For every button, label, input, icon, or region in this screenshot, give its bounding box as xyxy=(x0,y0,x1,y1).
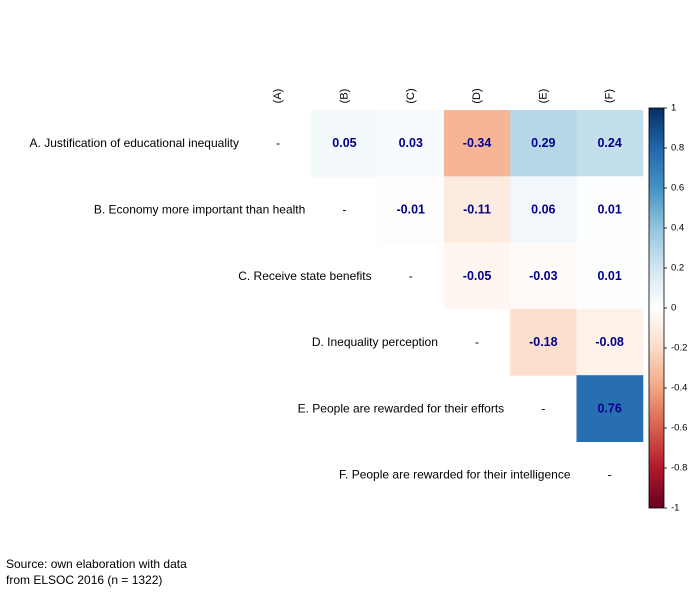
colorbar-tick-label: -0.4 xyxy=(671,383,687,394)
heatmap-cell xyxy=(510,308,577,376)
heatmap-cell xyxy=(510,176,577,244)
cell-value-label: -0.03 xyxy=(529,269,558,283)
colorbar-tick-label: 0.6 xyxy=(671,183,684,194)
heatmap-cell xyxy=(576,110,644,177)
heatmap-cell xyxy=(443,242,511,310)
heatmap-cell xyxy=(377,110,445,177)
colorbar-tick-label: 1 xyxy=(671,103,676,114)
diagonal-label: - xyxy=(541,401,545,415)
colorbar-tick-label: 0.2 xyxy=(671,263,684,274)
row-label: D. Inequality perception xyxy=(312,335,438,349)
heatmap-cell xyxy=(443,176,511,244)
cell-value-label: -0.11 xyxy=(463,202,491,216)
heatmap-cell xyxy=(576,176,644,244)
cell-value-label: -0.08 xyxy=(595,335,624,349)
colorbar-tick-label: -0.8 xyxy=(671,463,687,474)
heatmap-cell xyxy=(510,242,577,310)
colorbar-tick-label: 0.8 xyxy=(671,143,684,154)
cell-value-label: 0.03 xyxy=(399,136,423,150)
colorbar-tick-label: 0.4 xyxy=(671,223,684,234)
diagonal-label: - xyxy=(409,269,413,283)
diagonal-label: - xyxy=(475,335,479,349)
source-line-2: from ELSOC 2016 (n = 1322) xyxy=(6,573,163,587)
cell-value-label: -0.34 xyxy=(463,136,492,150)
column-label: (E) xyxy=(537,89,549,104)
colorbar xyxy=(648,107,665,509)
column-label: (A) xyxy=(272,89,284,104)
cell-value-label: 0.76 xyxy=(597,401,621,415)
row-label: F. People are rewarded for their intelli… xyxy=(339,468,571,482)
source-note: Source: own elaboration with data from E… xyxy=(6,556,187,588)
cell-value-label: 0.05 xyxy=(332,136,356,150)
heatmap-cell xyxy=(576,375,644,442)
colorbar-tick-label: 0 xyxy=(671,303,676,314)
cell-value-label: -0.05 xyxy=(463,269,492,283)
diagonal-label: - xyxy=(342,202,346,216)
cell-value-label: 0.06 xyxy=(531,202,555,216)
cell-value-label: 0.01 xyxy=(597,202,621,216)
colorbar-tick-label: -1 xyxy=(671,503,679,514)
cell-value-label: 0.01 xyxy=(597,269,621,283)
column-label: (B) xyxy=(338,89,350,104)
cell-value-label: 0.29 xyxy=(531,136,555,150)
heatmap-cell xyxy=(443,110,511,177)
cell-value-label: 0.24 xyxy=(597,136,621,150)
source-line-1: Source: own elaboration with data xyxy=(6,557,187,571)
row-label: A. Justification of educational inequali… xyxy=(30,136,239,150)
heatmap-cell xyxy=(576,308,644,376)
row-label: E. People are rewarded for their efforts xyxy=(298,401,505,415)
heatmap-cell xyxy=(576,242,644,310)
heatmap-cell xyxy=(311,110,379,177)
row-label: B. Economy more important than health xyxy=(94,202,305,216)
diagonal-label: - xyxy=(608,468,612,482)
colorbar-tick-label: -0.2 xyxy=(671,343,687,354)
colorbar-tick-label: -0.6 xyxy=(671,423,687,434)
column-label: (C) xyxy=(405,88,417,103)
cell-value-label: -0.01 xyxy=(397,202,426,216)
cell-value-label: -0.18 xyxy=(529,335,558,349)
column-label: (D) xyxy=(471,88,483,103)
heatmap-cell xyxy=(377,176,445,244)
row-label: C. Receive state benefits xyxy=(238,269,371,283)
diagonal-label: - xyxy=(276,136,280,150)
heatmap-cell xyxy=(510,110,577,177)
column-label: (F) xyxy=(604,89,616,103)
